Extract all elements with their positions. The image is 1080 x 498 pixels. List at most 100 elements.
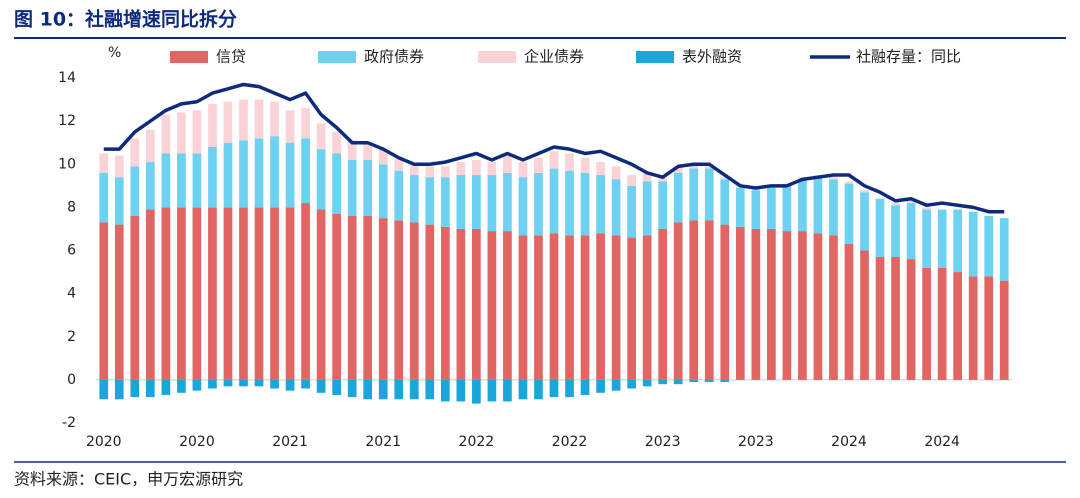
bar [130, 379, 140, 398]
bar [301, 138, 310, 204]
y-tick-label: 6 [67, 243, 76, 259]
bar [534, 172, 543, 236]
bar [177, 379, 186, 393]
bar [891, 205, 900, 257]
bar [456, 379, 466, 402]
bar [642, 235, 652, 380]
source: 资料来源：CEIC，申万宏源研究 [14, 470, 243, 489]
bar [99, 222, 109, 380]
bar [565, 170, 574, 236]
bar [503, 172, 512, 232]
bar [285, 110, 295, 143]
bar [627, 175, 636, 186]
bar [239, 207, 248, 380]
bar [673, 222, 683, 380]
bar [549, 151, 559, 169]
bar [208, 147, 217, 208]
bar [829, 235, 838, 380]
legend-swatch [170, 51, 208, 63]
bar [254, 99, 264, 139]
bar [922, 209, 931, 268]
bar [580, 157, 590, 173]
bar [704, 164, 714, 169]
bar [378, 379, 388, 400]
bar [192, 379, 202, 391]
bar [596, 379, 605, 393]
bar [642, 172, 652, 182]
bar [440, 379, 450, 402]
bar [347, 159, 357, 216]
bar [658, 181, 668, 229]
y-tick-label: 0 [67, 372, 76, 388]
bar [363, 216, 373, 380]
bar [580, 235, 590, 380]
legend-label: 表外融资 [682, 48, 742, 66]
bar [782, 231, 792, 380]
bar [440, 166, 450, 178]
bar [161, 207, 171, 380]
bar [984, 276, 994, 380]
x-tick-label: 2023 [738, 434, 774, 450]
bar [487, 162, 497, 176]
bar [114, 155, 124, 178]
legend-swatch [318, 51, 356, 63]
bar [99, 153, 109, 173]
bar [518, 235, 528, 380]
bar [596, 162, 605, 176]
x-tick-label: 2022 [459, 434, 495, 450]
bar [472, 159, 481, 176]
y-tick-label: 14 [58, 70, 76, 86]
bar [689, 168, 699, 221]
bar [239, 379, 248, 387]
bar [875, 256, 885, 380]
bar [767, 187, 776, 229]
bar [301, 379, 310, 389]
bar [456, 162, 466, 176]
bar [735, 187, 745, 227]
bar [922, 267, 931, 380]
bar [363, 379, 373, 400]
bar [456, 175, 466, 229]
bar [363, 142, 373, 160]
bar [534, 379, 543, 400]
bar [518, 177, 528, 236]
bar [270, 136, 279, 208]
bar [425, 379, 435, 400]
bar [487, 379, 497, 402]
bar [704, 220, 714, 380]
x-tick-label: 2024 [831, 434, 867, 450]
bar [456, 228, 466, 380]
bar [472, 175, 481, 229]
bar [378, 164, 388, 219]
legend-swatch [636, 51, 674, 63]
bar [145, 162, 155, 210]
bar [347, 216, 357, 380]
bar [114, 177, 124, 225]
bar [285, 142, 295, 208]
x-tick-label: 2021 [272, 434, 308, 450]
bar [565, 235, 574, 380]
bar [177, 207, 186, 380]
bar [844, 244, 854, 380]
bar [813, 233, 823, 380]
bar [347, 140, 357, 160]
bar [891, 203, 900, 206]
bar [720, 224, 730, 380]
bar [130, 138, 140, 167]
bar [518, 162, 528, 178]
bar [968, 211, 978, 277]
bar [394, 379, 404, 400]
bar [208, 207, 217, 380]
legend-swatch [478, 51, 516, 63]
bar [891, 256, 900, 380]
bar [627, 185, 636, 238]
legend-label: 企业债券 [524, 48, 584, 66]
bar [751, 190, 761, 229]
bar [394, 220, 404, 380]
line [103, 82, 1005, 214]
bar [145, 379, 155, 398]
bar [425, 224, 435, 380]
bar [549, 168, 559, 234]
bar [596, 175, 605, 234]
